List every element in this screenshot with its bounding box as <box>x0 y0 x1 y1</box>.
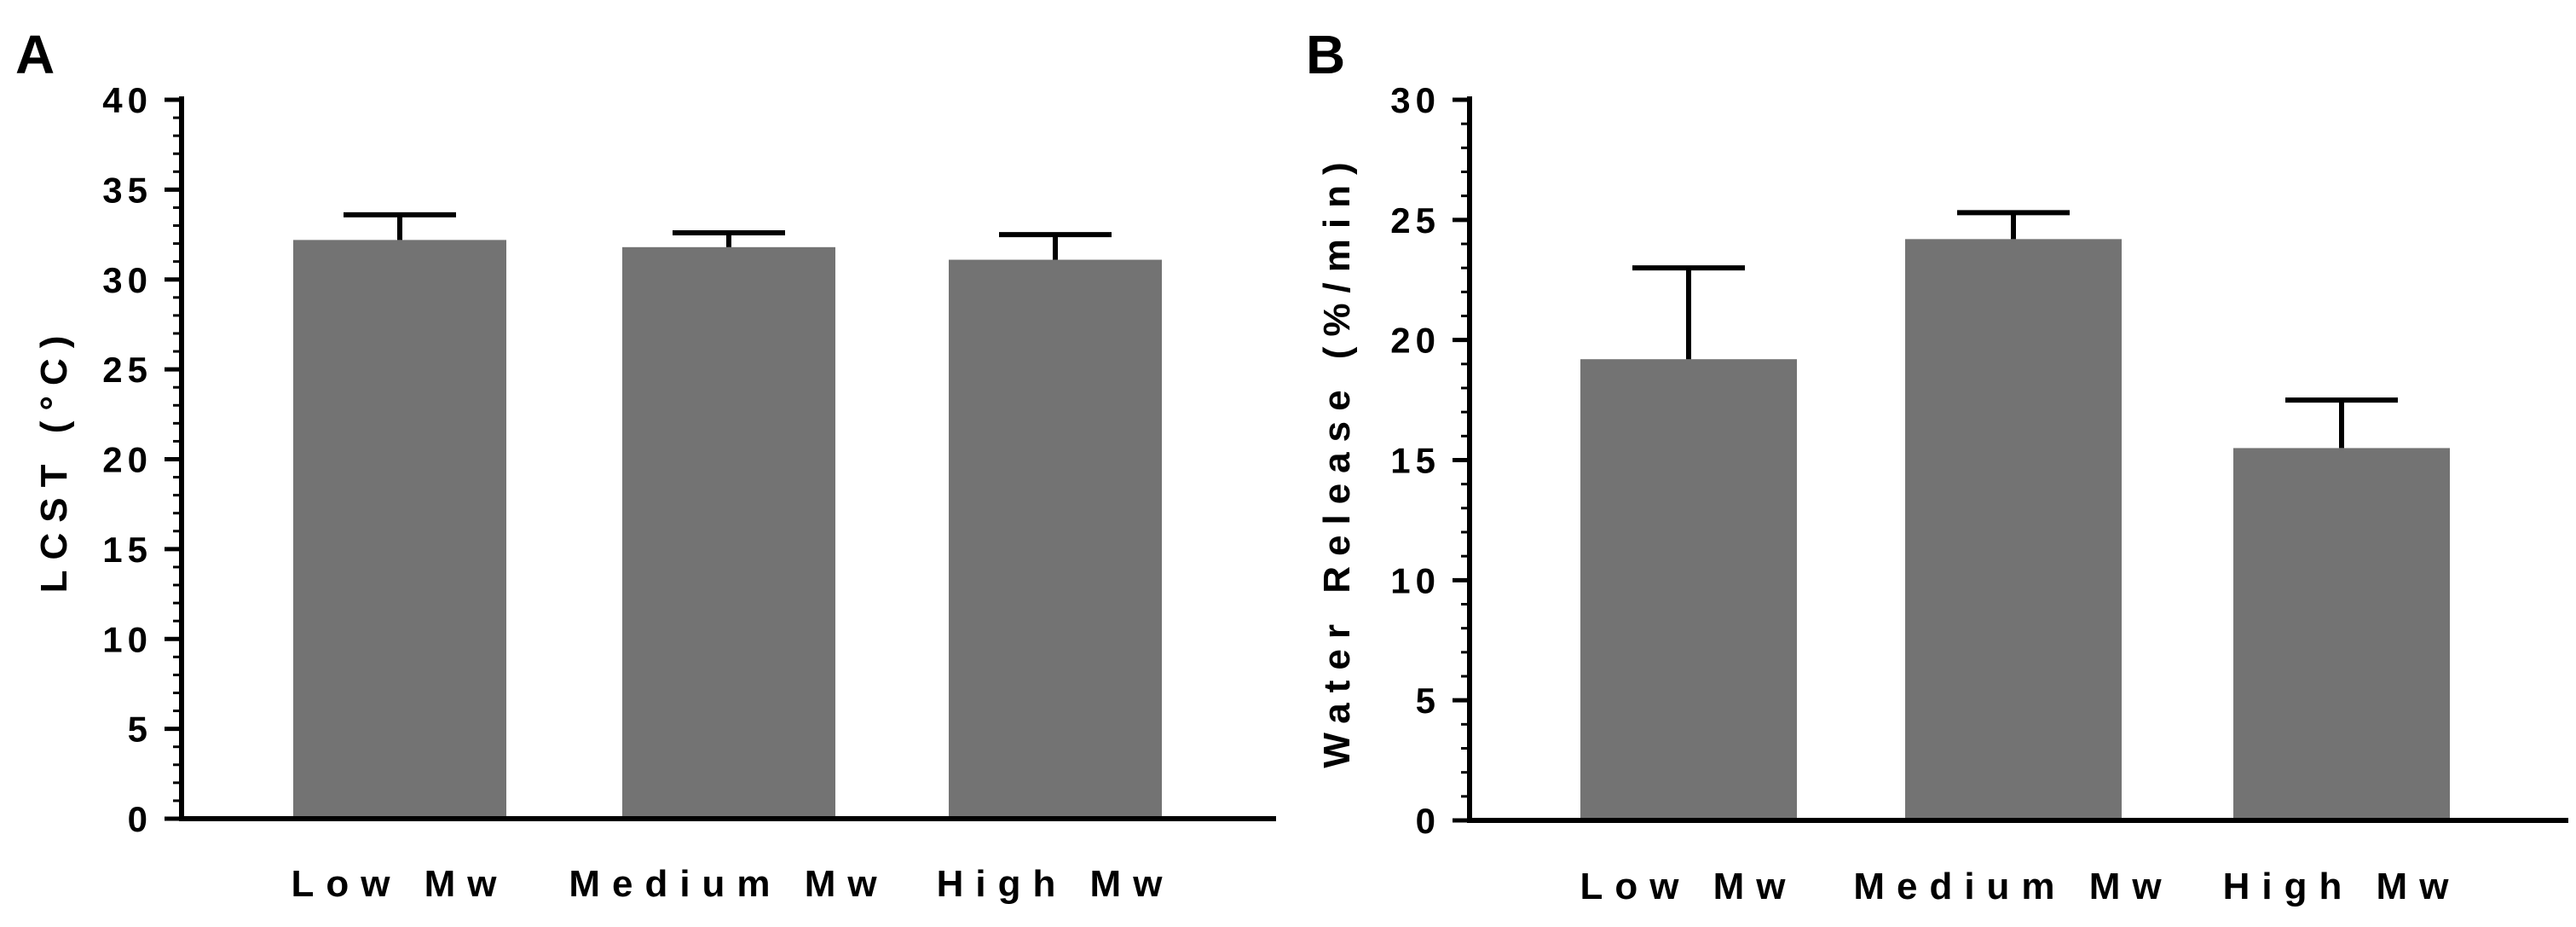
panel-letter: A <box>15 24 55 85</box>
y-tick-label: 10 <box>102 619 153 659</box>
bar-medium-mw <box>622 246 835 819</box>
y-axis-title: LCST (°C) <box>33 326 75 594</box>
panel-letter: B <box>1306 24 1345 85</box>
bar-medium-mw <box>1905 239 2122 820</box>
x-tick-label: Medium Mw <box>1853 866 2173 907</box>
panel-b-chart: B 0 5 10 15 20 25 30 Low Mw Medium Mw High Mw Water… <box>1306 24 2568 907</box>
y-tick-label: 15 <box>1390 441 1441 481</box>
y-tick-label: 5 <box>128 710 153 750</box>
bar-high-mw <box>2233 448 2450 820</box>
y-tick-label: 0 <box>128 799 153 839</box>
y-tick-label: 20 <box>1390 321 1441 361</box>
x-tick-label: High Mw <box>2223 866 2461 907</box>
y-axis-title: Water Release (%/min) <box>1316 152 1358 768</box>
panel-a-chart: A 0 5 10 15 20 25 30 35 40 Low Mw Medium Mw High Mw L… <box>15 24 1276 905</box>
y-tick-label: 30 <box>1390 80 1441 120</box>
y-tick-label: 30 <box>102 260 153 300</box>
y-tick-label: 20 <box>102 440 153 480</box>
y-tick-label: 40 <box>102 80 153 120</box>
x-tick-label: Medium Mw <box>569 863 888 905</box>
x-tick-label: Low Mw <box>1580 866 1797 907</box>
y-tick-label: 25 <box>1390 200 1441 240</box>
x-tick-label: High Mw <box>937 863 1175 905</box>
bar-high-mw <box>949 259 1162 819</box>
y-tick-label: 35 <box>102 170 153 210</box>
bar-low-mw <box>293 240 506 819</box>
y-tick-label: 0 <box>1416 801 1441 841</box>
y-tick-label: 5 <box>1416 681 1441 721</box>
y-tick-label: 15 <box>102 530 153 570</box>
x-tick-label: Low Mw <box>291 863 508 905</box>
bar-low-mw <box>1580 359 1797 820</box>
y-tick-label: 10 <box>1390 560 1441 600</box>
y-tick-label: 25 <box>102 350 153 390</box>
